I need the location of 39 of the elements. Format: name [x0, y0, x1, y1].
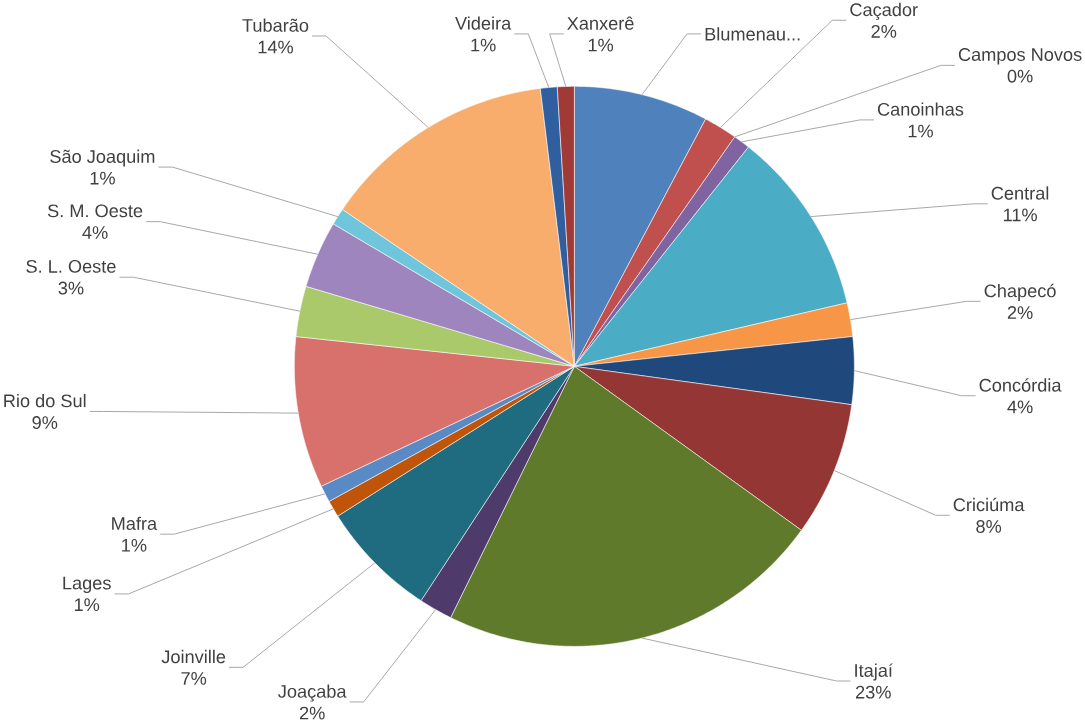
- slice-label: Caçador: [850, 2, 918, 20]
- data-label: 1%: [122, 538, 147, 552]
- data-label: 14%: [258, 40, 294, 54]
- slice-label: Itajaí: [855, 663, 893, 681]
- data-label: 4%: [82, 226, 108, 239]
- slice-label: Rio do Sul: [4, 393, 86, 408]
- slice-label: São Joaquim: [50, 149, 155, 167]
- slice-label: Criciúma: [953, 497, 1025, 512]
- slice-label: Videira: [455, 16, 512, 30]
- slice-label: Canoinhas: [877, 102, 964, 116]
- data-label: 11%: [1003, 208, 1037, 222]
- slice-label: Blumenau...: [705, 27, 800, 41]
- data-label: 23%: [855, 685, 891, 699]
- data-label: 2%: [871, 24, 897, 38]
- data-label: 2%: [1007, 306, 1033, 319]
- slice-label: Tubarão: [242, 18, 309, 32]
- data-label: 1%: [90, 171, 115, 185]
- slice-label: Lages: [63, 576, 111, 593]
- slice-label: Concórdia: [979, 378, 1062, 392]
- data-label: 7%: [181, 672, 207, 685]
- slice-label: Mafra: [112, 516, 158, 530]
- slice-label: Xanxerê: [567, 16, 634, 30]
- slice-label: S. L. Oeste: [26, 259, 116, 273]
- category-label: Campos Novos: [958, 47, 1082, 65]
- data-label: 9%: [32, 415, 58, 429]
- data-label: 1%: [471, 38, 496, 52]
- slice-label: Chapecó: [984, 283, 1056, 301]
- slice-label: Joinville: [161, 649, 226, 664]
- data-label: 2%: [299, 706, 325, 720]
- slice-label: S. M. Oeste: [47, 204, 143, 218]
- slice-label: Joaçaba: [278, 684, 347, 702]
- data-label: 8%: [976, 519, 1002, 533]
- data-label: 3%: [58, 281, 84, 295]
- text: 0%: [1007, 69, 1033, 83]
- data-label: 1%: [908, 124, 933, 138]
- data-label: 1%: [588, 38, 614, 52]
- slice-label: Central: [991, 186, 1049, 200]
- data-label: 4%: [1007, 400, 1033, 414]
- data-label: 1%: [74, 598, 100, 611]
